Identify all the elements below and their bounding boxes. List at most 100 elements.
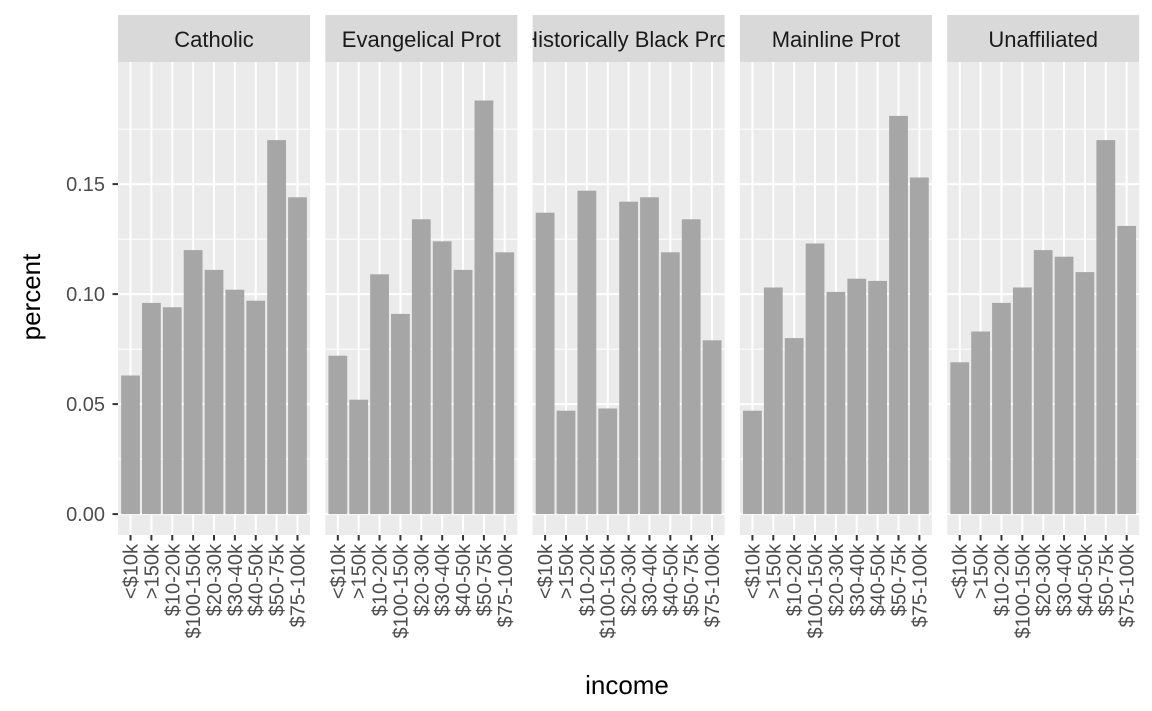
x-tick-label: $30-40k <box>432 543 454 616</box>
bar <box>535 212 555 515</box>
bar <box>225 289 245 515</box>
bar <box>432 241 452 515</box>
x-tick-label: $30-40k <box>847 543 869 616</box>
x-tick-label: $100-150k <box>805 543 827 639</box>
x-tick-label: >150k <box>141 543 163 599</box>
x-tick-label: $75-100k <box>909 543 931 627</box>
bar <box>370 274 389 515</box>
bar <box>702 340 722 515</box>
facet-strip <box>325 15 518 62</box>
bar <box>868 280 888 515</box>
y-tick-label: 0.10 <box>66 284 105 306</box>
facet-strip-label: Historically Black Prot <box>522 27 735 52</box>
x-tick-label: $75-100k <box>1117 543 1139 627</box>
x-tick-label: <$10k <box>950 543 972 599</box>
bar <box>246 300 266 515</box>
x-tick-label: $20-30k <box>826 543 848 616</box>
facet-strip <box>532 15 725 62</box>
bar <box>950 362 970 515</box>
bar <box>681 219 701 515</box>
x-tick-label: $40-50k <box>660 543 682 616</box>
y-axis: 0.00 0.05 0.10 0.15 <box>66 174 118 526</box>
facet-panels: <$10k>150k$10-20k$100-150k$20-30k$30-40k… <box>118 15 1140 639</box>
y-tick-label: 0.00 <box>66 504 105 526</box>
facet-strip-label: Evangelical Prot <box>342 27 501 52</box>
facet-panel: <$10k>150k$10-20k$100-150k$20-30k$30-40k… <box>522 15 735 639</box>
bar <box>495 252 515 515</box>
bar <box>909 177 929 515</box>
x-tick-label: >150k <box>763 543 785 599</box>
bar <box>619 201 638 515</box>
x-tick-label: $100-150k <box>183 543 205 639</box>
bar <box>640 197 659 515</box>
x-tick-label: $10-20k <box>370 543 392 616</box>
bar <box>328 355 348 515</box>
x-tick-label: $20-30k <box>619 543 641 616</box>
x-tick-label: >150k <box>971 543 993 599</box>
bar <box>847 278 867 515</box>
bar <box>805 243 825 515</box>
x-tick-label: $30-40k <box>225 543 247 616</box>
bar <box>1096 140 1116 515</box>
x-tick-label: $50-75k <box>681 543 703 616</box>
facet-strip-label: Mainline Prot <box>772 27 900 52</box>
x-tick-label: $50-75k <box>889 543 911 616</box>
x-tick-label: $75-100k <box>702 543 724 627</box>
facet-strip <box>739 15 932 62</box>
bar <box>784 338 804 515</box>
x-tick-label: $50-75k <box>1096 543 1118 616</box>
x-tick-label: $30-40k <box>1054 543 1076 616</box>
bar <box>162 307 182 515</box>
bar <box>971 331 990 515</box>
y-tick-label: 0.15 <box>66 174 105 196</box>
bar <box>474 100 494 515</box>
x-tick-label: $20-30k <box>411 543 433 616</box>
bar <box>577 190 597 515</box>
bar <box>453 269 473 515</box>
bar <box>660 252 680 515</box>
x-tick-label: $20-30k <box>1033 543 1055 616</box>
x-tick-label: $10-20k <box>162 543 184 616</box>
facet-strip <box>118 15 310 62</box>
bar <box>267 140 286 515</box>
bar <box>889 115 908 515</box>
x-tick-label: $10-20k <box>577 543 599 616</box>
x-tick-label: $40-50k <box>868 543 890 616</box>
y-tick-label: 0.05 <box>66 394 105 416</box>
bar <box>204 269 224 515</box>
facet-strip <box>947 15 1140 62</box>
x-tick-label: <$10k <box>328 543 350 599</box>
bar <box>1054 256 1074 515</box>
x-tick-label: $50-75k <box>267 543 289 616</box>
x-tick-label: $40-50k <box>1075 543 1097 616</box>
bar <box>743 410 762 515</box>
bar <box>1117 225 1137 515</box>
bar <box>288 197 307 515</box>
bar <box>121 375 140 515</box>
x-tick-label: $40-50k <box>246 543 268 616</box>
bar <box>183 250 203 515</box>
bar <box>992 302 1011 515</box>
x-tick-label: $75-100k <box>495 543 517 627</box>
x-axis-title: income <box>585 670 669 700</box>
x-tick-label: <$10k <box>121 543 143 599</box>
bar <box>142 302 161 515</box>
facet-panel: <$10k>150k$10-20k$100-150k$20-30k$30-40k… <box>118 15 310 639</box>
facet-panel: <$10k>150k$10-20k$100-150k$20-30k$30-40k… <box>325 15 518 639</box>
facet-strip-label: Catholic <box>174 27 253 52</box>
x-tick-label: $100-150k <box>390 543 412 639</box>
x-tick-label: $40-50k <box>453 543 475 616</box>
x-tick-label: $100-150k <box>598 543 620 639</box>
bar <box>349 399 369 515</box>
x-tick-label: <$10k <box>742 543 764 599</box>
x-tick-label: >150k <box>349 543 371 599</box>
bar <box>598 408 618 515</box>
x-tick-label: $20-30k <box>204 543 226 616</box>
bar <box>1033 250 1053 515</box>
bar <box>556 410 576 515</box>
facet-panel: <$10k>150k$10-20k$100-150k$20-30k$30-40k… <box>739 15 932 639</box>
x-tick-label: $10-20k <box>991 543 1013 616</box>
bar <box>1075 272 1095 515</box>
bar <box>1012 287 1032 515</box>
